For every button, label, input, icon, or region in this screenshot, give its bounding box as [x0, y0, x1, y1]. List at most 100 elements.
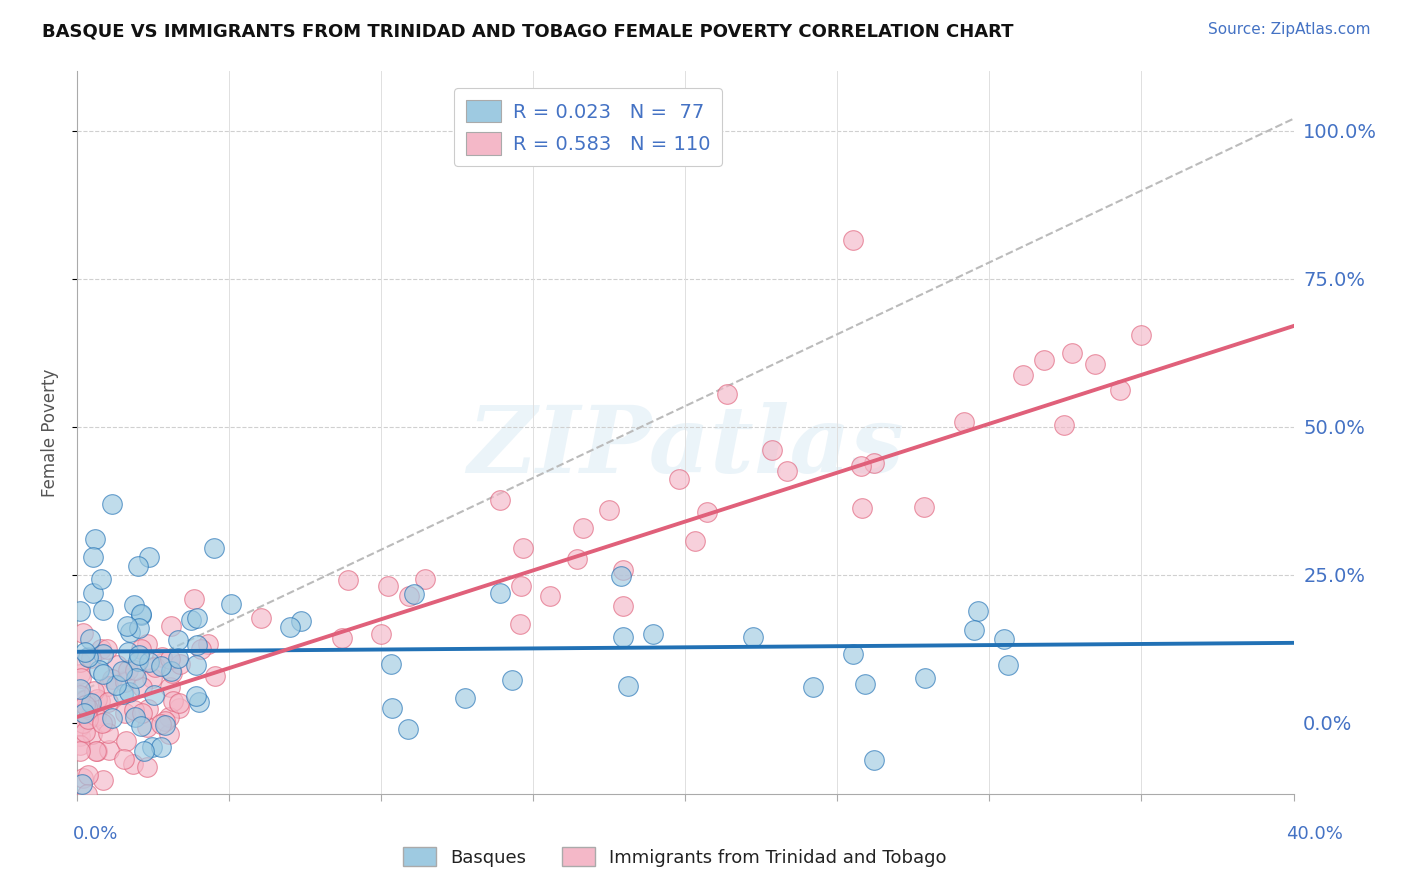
Point	[330, 631, 353, 645]
Point	[115, 619, 138, 633]
Point	[101, 673, 124, 687]
Point	[135, 719, 157, 733]
Point	[863, 456, 886, 470]
Point	[150, 717, 173, 731]
Point	[162, 694, 184, 708]
Point	[69, 825, 91, 839]
Point	[742, 630, 765, 644]
Point	[167, 633, 190, 648]
Point	[1053, 417, 1076, 432]
Point	[190, 642, 212, 657]
Legend: Basques, Immigrants from Trinidad and Tobago: Basques, Immigrants from Trinidad and To…	[396, 840, 953, 874]
Point	[96, 641, 118, 656]
Point	[963, 623, 986, 637]
Point	[91, 666, 114, 681]
Point	[370, 627, 392, 641]
Point	[186, 611, 208, 625]
Point	[683, 533, 706, 548]
Point	[124, 710, 146, 724]
Point	[159, 680, 181, 694]
Point	[90, 641, 112, 656]
Point	[402, 587, 425, 601]
Text: ZIPatlas: ZIPatlas	[467, 402, 904, 492]
Point	[219, 598, 242, 612]
Point	[398, 590, 420, 604]
Point	[396, 722, 419, 736]
Point	[76, 787, 98, 801]
Point	[138, 549, 160, 564]
Point	[509, 579, 531, 593]
Point	[202, 541, 225, 555]
Point	[124, 663, 146, 677]
Point	[84, 744, 107, 758]
Point	[157, 710, 180, 724]
Point	[118, 685, 141, 699]
Point	[851, 500, 873, 515]
Point	[76, 650, 98, 665]
Point	[129, 719, 152, 733]
Point	[851, 458, 873, 473]
Point	[668, 472, 690, 486]
Point	[183, 592, 205, 607]
Point	[138, 655, 160, 669]
Point	[122, 598, 145, 612]
Text: 40.0%: 40.0%	[1286, 825, 1343, 843]
Point	[141, 671, 163, 685]
Point	[128, 621, 150, 635]
Point	[83, 708, 105, 723]
Point	[114, 674, 136, 689]
Point	[131, 641, 153, 656]
Point	[73, 698, 96, 713]
Point	[97, 679, 120, 693]
Point	[641, 627, 664, 641]
Point	[122, 757, 145, 772]
Point	[204, 668, 226, 682]
Point	[77, 768, 100, 782]
Point	[77, 712, 100, 726]
Point	[136, 637, 159, 651]
Point	[912, 500, 935, 514]
Point	[80, 697, 103, 711]
Point	[160, 664, 183, 678]
Point	[91, 772, 114, 787]
Point	[75, 724, 97, 739]
Point	[184, 689, 207, 703]
Point	[290, 614, 312, 628]
Point	[131, 680, 153, 694]
Text: 0.0%: 0.0%	[73, 825, 118, 843]
Point	[82, 585, 104, 599]
Point	[1062, 345, 1084, 359]
Point	[97, 695, 120, 709]
Point	[598, 503, 620, 517]
Point	[90, 572, 112, 586]
Point	[135, 760, 157, 774]
Point	[1083, 357, 1105, 371]
Point	[489, 492, 512, 507]
Point	[336, 573, 359, 587]
Point	[91, 647, 114, 661]
Point	[853, 677, 876, 691]
Point	[249, 611, 271, 625]
Point	[169, 701, 191, 715]
Point	[69, 730, 91, 744]
Point	[76, 700, 98, 714]
Point	[160, 665, 183, 680]
Point	[761, 443, 783, 458]
Point	[72, 716, 94, 731]
Point	[80, 651, 103, 665]
Point	[97, 743, 120, 757]
Point	[1130, 327, 1153, 342]
Point	[105, 678, 128, 692]
Point	[101, 711, 124, 725]
Point	[69, 738, 91, 752]
Point	[118, 625, 141, 640]
Point	[153, 718, 176, 732]
Point	[914, 671, 936, 685]
Point	[97, 726, 120, 740]
Point	[501, 673, 523, 687]
Point	[842, 647, 865, 661]
Point	[127, 559, 149, 574]
Point	[278, 620, 301, 634]
Point	[82, 549, 104, 564]
Point	[538, 589, 561, 603]
